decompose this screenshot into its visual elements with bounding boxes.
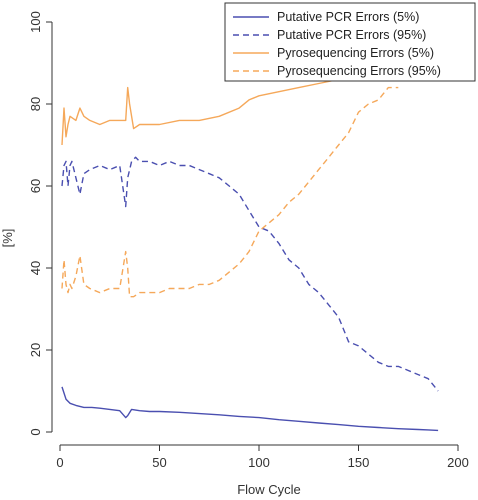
legend: Putative PCR Errors (5%) Putative PCR Err… — [224, 2, 476, 82]
legend-label: Pyrosequencing Errors (95%) — [277, 64, 441, 78]
series-line-4 — [61, 86, 399, 298]
legend-box — [224, 2, 476, 82]
legend-label: Putative PCR Errors (5%) — [277, 10, 419, 24]
x-tick-label: 100 — [248, 455, 270, 470]
x-axis-title: Flow Cycle — [237, 482, 301, 497]
y-tick-label: 40 — [28, 261, 43, 275]
y-tick-label: 0 — [28, 428, 43, 435]
y-tick-label: 100 — [28, 11, 43, 33]
x-tick-label: 0 — [56, 455, 63, 470]
axes — [51, 22, 458, 446]
legend-label: Pyrosequencing Errors (5%) — [277, 46, 434, 60]
x-tick-label: 50 — [152, 455, 166, 470]
legend-items: Putative PCR Errors (5%) Putative PCR Err… — [233, 10, 441, 78]
y-tick-label: 20 — [28, 343, 43, 357]
legend-label: Putative PCR Errors (95%) — [277, 28, 426, 42]
series-line-2 — [61, 156, 439, 392]
y-axis-title: [%] — [0, 229, 15, 248]
y-axis-ticks: 0 20 40 60 80 100 — [28, 11, 52, 436]
series-layer — [61, 58, 439, 432]
x-tick-label: 150 — [348, 455, 370, 470]
y-tick-label: 60 — [28, 179, 43, 193]
series-line-1 — [61, 386, 439, 432]
x-tick-label: 200 — [447, 455, 469, 470]
y-tick-label: 80 — [28, 97, 43, 111]
x-axis-ticks: 0 50 100 150 200 — [56, 445, 469, 470]
